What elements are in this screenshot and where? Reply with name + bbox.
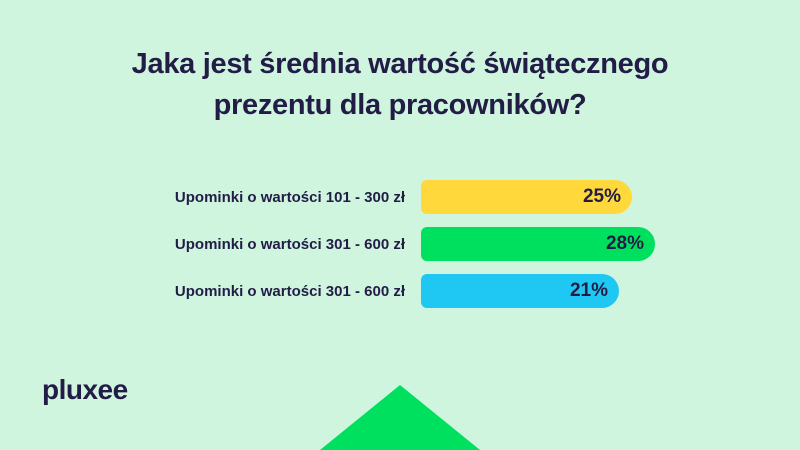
bar-row: Upominki o wartości 301 - 600 zł 28% xyxy=(0,227,655,261)
bar-value: 21% xyxy=(569,280,608,301)
arrow-up-icon xyxy=(320,385,480,450)
bar: 28% xyxy=(421,227,655,261)
bar-label: Upominki o wartości 301 - 600 zł xyxy=(174,282,405,300)
title-line-1: Jaka jest średnia wartość świątecznego xyxy=(131,48,669,80)
page-title: Jaka jest średnia wartość świątecznego p… xyxy=(0,44,800,126)
bar-row: Upominki o wartości 101 - 300 zł 25% xyxy=(0,180,655,214)
bar-row: Upominki o wartości 301 - 600 zł 21% xyxy=(0,274,655,308)
bar-label: Upominki o wartości 101 - 300 zł xyxy=(174,188,405,206)
bar-label: Upominki o wartości 301 - 600 zł xyxy=(174,235,405,253)
bar-value: 28% xyxy=(605,233,644,254)
bar: 21% xyxy=(421,274,619,308)
title-line-2: prezentu dla pracowników? xyxy=(213,89,587,121)
bar: 25% xyxy=(421,180,632,214)
bar-chart: Upominki o wartości 101 - 300 zł 25% Upomi… xyxy=(0,180,655,308)
bar-value: 25% xyxy=(582,186,621,207)
pluxee-logo: pluxee xyxy=(42,374,128,405)
